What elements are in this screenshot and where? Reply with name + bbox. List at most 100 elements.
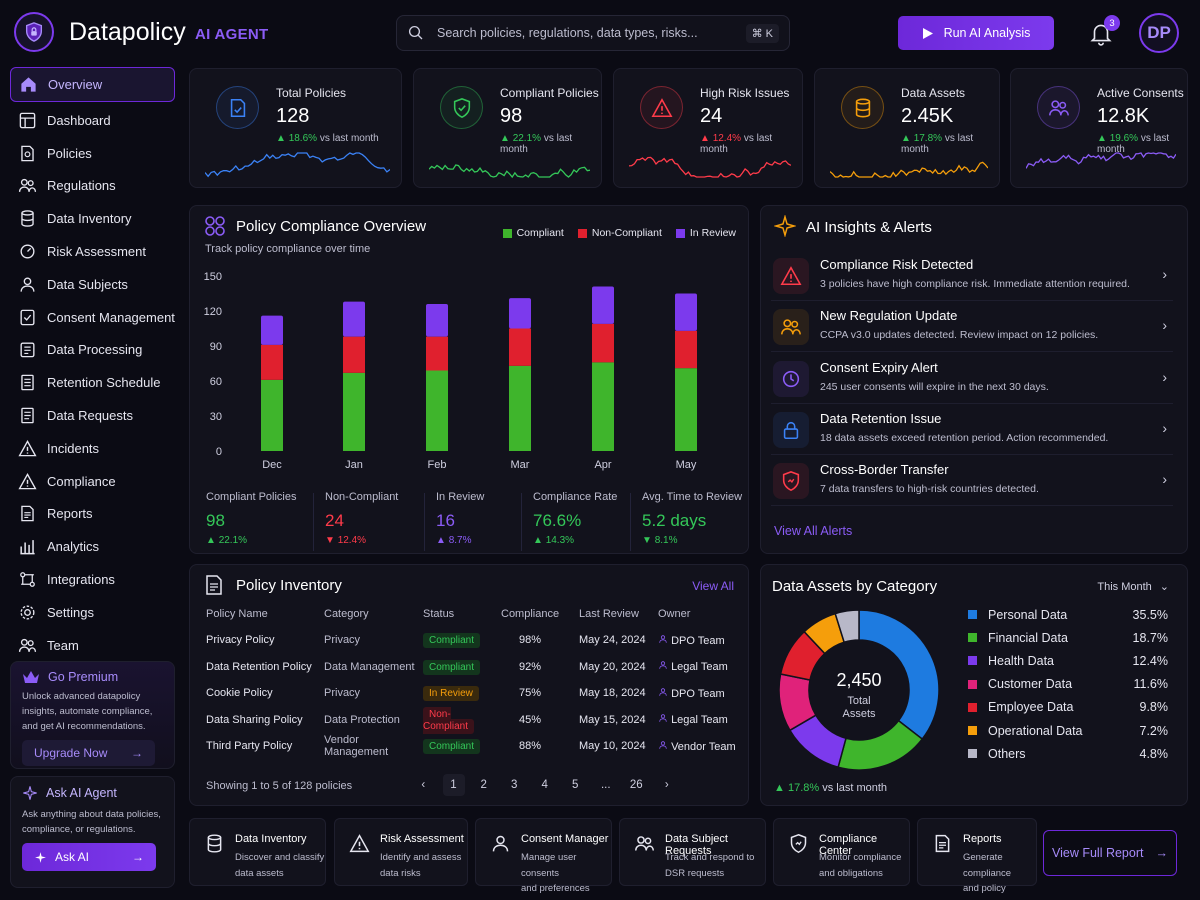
legend-item-customer-data[interactable]: Customer Data 11.6%: [968, 673, 1168, 696]
sidebar-item-integrations[interactable]: Integrations: [10, 563, 175, 596]
bar-in-review-apr[interactable]: [592, 286, 614, 324]
view-full-report-button[interactable]: View Full Report →: [1043, 830, 1177, 876]
bar-non-compliant-may[interactable]: [675, 330, 697, 369]
quick-consent-manager[interactable]: Consent Manager Manage user consents and …: [475, 818, 612, 894]
bar-non-compliant-apr[interactable]: [592, 323, 614, 363]
policy-name[interactable]: Data Sharing Policy: [206, 713, 303, 726]
bar-compliant-may[interactable]: [675, 368, 697, 451]
bar-in-review-mar[interactable]: [509, 298, 531, 329]
sidebar-item-data-requests[interactable]: Data Requests: [10, 399, 175, 432]
quick-data-subject-requests[interactable]: Data Subject Requests Track and respond …: [619, 818, 766, 886]
alert-new-regulation-update[interactable]: New Regulation Update CCPA v3.0 updates …: [771, 305, 1173, 353]
prev-page-button[interactable]: ‹: [421, 779, 426, 791]
sidebar-item-dashboard[interactable]: Dashboard: [10, 104, 175, 137]
sidebar-item-data-processing[interactable]: Data Processing: [10, 334, 175, 367]
bar-compliant-apr[interactable]: [592, 362, 614, 451]
sidebar-item-reports[interactable]: Reports: [10, 498, 175, 531]
column-header[interactable]: Owner: [658, 608, 691, 620]
donut-slice-others[interactable]: [834, 609, 860, 644]
alert-cross-border-transfer[interactable]: Cross-Border Transfer 7 data transfers t…: [771, 459, 1173, 507]
bar-non-compliant-mar[interactable]: [509, 328, 531, 366]
column-header[interactable]: Category: [324, 608, 369, 620]
stat-card-total-policies[interactable]: Total Policies 128 ▲ 18.6% vs last month: [189, 68, 402, 188]
legend-item-financial-data[interactable]: Financial Data 18.7%: [968, 626, 1168, 649]
policy-name[interactable]: Data Retention Policy: [206, 660, 312, 673]
sidebar-item-team[interactable]: Team: [10, 629, 175, 662]
sidebar-item-data-subjects[interactable]: Data Subjects: [10, 268, 175, 301]
bar-compliant-jan[interactable]: [343, 372, 365, 451]
stat-card-high-risk-issues[interactable]: High Risk Issues 24 ▲ 12.4% vs last mont…: [613, 68, 803, 188]
legend-item-operational-data[interactable]: Operational Data 7.2%: [968, 719, 1168, 742]
logo[interactable]: [14, 12, 54, 52]
ask-ai-button[interactable]: Ask AI →: [22, 843, 156, 871]
upgrade-now-button[interactable]: Upgrade Now →: [22, 740, 155, 766]
legend-item-non-compliant[interactable]: Non-Compliant: [577, 227, 662, 239]
sidebar-item-analytics[interactable]: Analytics: [10, 530, 175, 563]
legend-item-in-review[interactable]: In Review: [675, 227, 736, 239]
view-all-policies-link[interactable]: View All: [692, 579, 734, 593]
column-header[interactable]: Policy Name: [206, 608, 268, 620]
sidebar-item-policies[interactable]: Policies: [10, 137, 175, 170]
policy-name[interactable]: Privacy Policy: [206, 634, 275, 647]
stat-card-data-assets[interactable]: Data Assets 2.45K ▲ 17.8% vs last month: [814, 68, 1000, 188]
sidebar-item-retention-schedule[interactable]: Retention Schedule: [10, 366, 175, 399]
legend-item-compliant[interactable]: Compliant: [502, 227, 564, 239]
column-header[interactable]: Status: [423, 608, 455, 620]
table-row[interactable]: Third Party Policy Vendor Management Com…: [206, 733, 736, 760]
column-header[interactable]: Compliance: [501, 608, 560, 620]
sidebar-item-regulations[interactable]: Regulations: [10, 170, 175, 203]
bar-in-review-dec[interactable]: [261, 315, 283, 345]
bar-non-compliant-dec[interactable]: [261, 344, 283, 380]
quick-compliance-center[interactable]: Compliance Center Monitor compliance and …: [773, 818, 910, 886]
search-bar[interactable]: ⌘ K: [396, 15, 790, 51]
sidebar-item-settings[interactable]: Settings: [10, 596, 175, 629]
page-button[interactable]: 3: [511, 779, 518, 791]
notifications-button[interactable]: [1088, 20, 1114, 46]
view-all-alerts-link[interactable]: View All Alerts: [774, 524, 853, 538]
alert-compliance-risk-detected[interactable]: Compliance Risk Detected 3 policies have…: [771, 254, 1173, 301]
table-row[interactable]: Data Sharing Policy Data Protection Non-…: [206, 706, 736, 734]
quick-reports[interactable]: Reports Generate compliance and policy re…: [917, 818, 1037, 900]
sidebar-item-compliance[interactable]: Compliance: [10, 465, 175, 498]
page-button[interactable]: 5: [572, 779, 579, 791]
legend-item-personal-data[interactable]: Personal Data 35.5%: [968, 603, 1168, 626]
sidebar-item-data-inventory[interactable]: Data Inventory: [10, 202, 175, 235]
policy-name[interactable]: Third Party Policy: [206, 740, 293, 753]
bar-non-compliant-jan[interactable]: [343, 336, 365, 373]
table-row[interactable]: Privacy Policy Privacy Compliant 98% May…: [206, 627, 736, 654]
quick-risk-assessment[interactable]: Risk Assessment Identify and assess data …: [334, 818, 468, 886]
page-button[interactable]: 2: [480, 779, 487, 791]
bar-in-review-jan[interactable]: [343, 301, 365, 337]
bar-in-review-may[interactable]: [675, 293, 697, 331]
column-header[interactable]: Last Review: [579, 608, 639, 620]
alert-data-retention-issue[interactable]: Data Retention Issue 18 data assets exce…: [771, 408, 1173, 455]
stat-card-active-consents[interactable]: Active Consents 12.8K ▲ 19.6% vs last mo…: [1010, 68, 1188, 188]
next-page-button[interactable]: ›: [664, 779, 669, 791]
bar-in-review-feb[interactable]: [426, 304, 448, 337]
sidebar-item-consent-management[interactable]: Consent Management: [10, 301, 175, 334]
quick-data-inventory[interactable]: Data Inventory Discover and classify data…: [189, 818, 326, 886]
stat-card-compliant-policies[interactable]: Compliant Policies 98 ▲ 22.1% vs last mo…: [413, 68, 602, 188]
legend-item-employee-data[interactable]: Employee Data 9.8%: [968, 696, 1168, 719]
donut-slice-personal-data[interactable]: [858, 609, 940, 741]
bar-compliant-dec[interactable]: [261, 379, 283, 451]
run-ai-analysis-button[interactable]: Run AI Analysis: [898, 16, 1054, 50]
avatar[interactable]: DP: [1139, 13, 1179, 53]
bar-compliant-feb[interactable]: [426, 370, 448, 452]
period-select[interactable]: This Month ⌄: [1097, 580, 1169, 594]
table-row[interactable]: Data Retention Policy Data Management Co…: [206, 654, 736, 681]
sidebar-item-risk-assessment[interactable]: Risk Assessment: [10, 235, 175, 268]
bar-compliant-mar[interactable]: [509, 365, 531, 451]
search-input[interactable]: [437, 26, 746, 40]
alert-consent-expiry-alert[interactable]: Consent Expiry Alert 245 user consents w…: [771, 357, 1173, 404]
policy-name[interactable]: Cookie Policy: [206, 687, 273, 700]
page-button[interactable]: 4: [541, 779, 548, 791]
legend-item-others[interactable]: Others 4.8%: [968, 742, 1168, 765]
table-row[interactable]: Cookie Policy Privacy In Review 75% May …: [206, 680, 736, 707]
legend-item-health-data[interactable]: Health Data 12.4%: [968, 649, 1168, 672]
sidebar-item-incidents[interactable]: Incidents: [10, 432, 175, 465]
page-button[interactable]: 26: [629, 779, 643, 791]
bar-non-compliant-feb[interactable]: [426, 336, 448, 371]
sidebar-item-overview[interactable]: Overview: [10, 67, 175, 102]
page-button[interactable]: 1: [442, 774, 465, 796]
